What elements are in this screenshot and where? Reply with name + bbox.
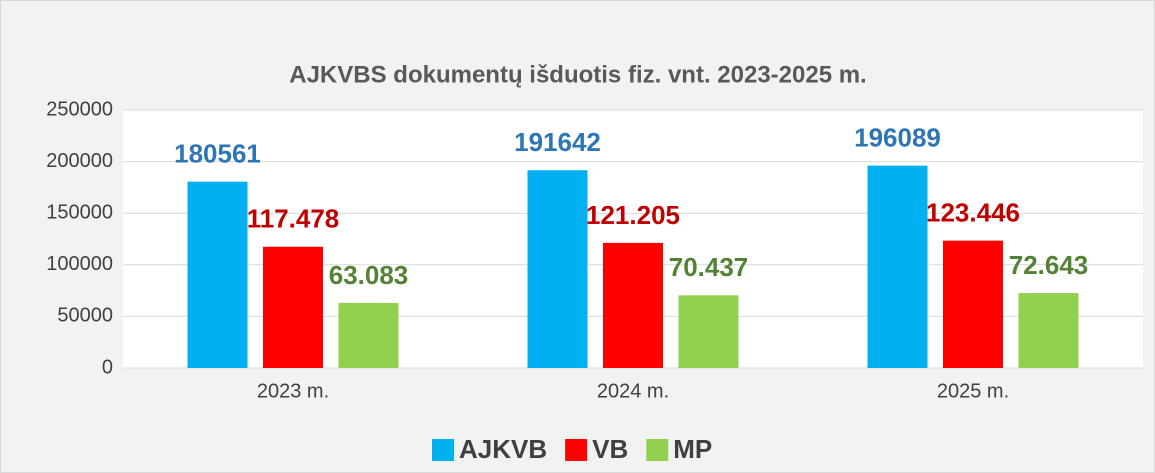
value-label: 70.437: [669, 252, 749, 282]
value-label: 196089: [854, 123, 941, 153]
y-tick-label: 50000: [57, 305, 113, 327]
value-label: 72.643: [1009, 250, 1089, 280]
value-label: 121.205: [586, 200, 680, 230]
y-tick-label: 100000: [46, 253, 113, 275]
bar: [678, 295, 739, 368]
value-label: 191642: [514, 127, 601, 157]
x-tick-label: 2023 m.: [257, 380, 329, 402]
legend-label: MP: [673, 434, 712, 464]
value-label: 123.446: [926, 197, 1020, 227]
legend-swatch: [646, 439, 669, 461]
chart-title: AJKVBS dokumentų išduotis fiz. vnt. 2023…: [289, 61, 866, 88]
value-label: 63.083: [329, 260, 409, 290]
legend-label: AJKVB: [459, 434, 547, 464]
x-tick-label: 2024 m.: [597, 380, 669, 402]
y-tick-label: 200000: [46, 150, 113, 172]
value-label: 180561: [174, 139, 261, 169]
legend-swatch: [565, 439, 588, 461]
bar: [1018, 293, 1079, 368]
bar: [943, 240, 1003, 368]
bar: [187, 181, 248, 368]
bar: [263, 246, 323, 368]
legend-label: VB: [592, 434, 628, 464]
y-tick-label: 0: [102, 356, 113, 378]
bar: [867, 165, 928, 368]
bar: [603, 242, 663, 368]
legend-swatch: [432, 439, 454, 461]
bar: [527, 170, 588, 368]
bar: [338, 302, 399, 368]
y-tick-label: 250000: [46, 98, 113, 120]
value-label: 117.478: [247, 204, 340, 234]
x-tick-label: 2025 m.: [937, 380, 1009, 402]
y-tick-label: 150000: [46, 201, 113, 223]
